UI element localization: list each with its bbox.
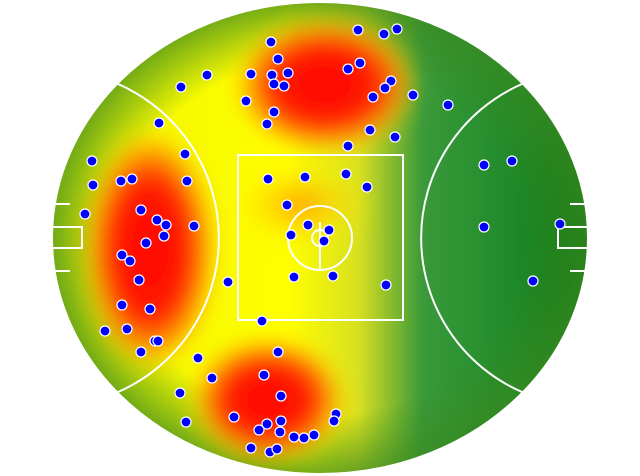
point (340, 168, 352, 180)
arc-50m-left (117, 83, 220, 393)
point (116, 299, 128, 311)
point (298, 432, 310, 444)
point (121, 323, 133, 335)
point (354, 57, 366, 69)
point (206, 372, 218, 384)
point (153, 117, 165, 129)
centre-square (237, 154, 404, 321)
point (245, 442, 257, 454)
point (323, 224, 335, 236)
point (87, 179, 99, 191)
point (175, 81, 187, 93)
point (261, 118, 273, 130)
point (275, 415, 287, 427)
point (378, 28, 390, 40)
point (288, 431, 300, 443)
point (201, 69, 213, 81)
point (506, 155, 518, 167)
point (299, 171, 311, 183)
point (407, 89, 419, 101)
point (288, 271, 300, 283)
point (274, 426, 286, 438)
point (367, 91, 379, 103)
point (144, 303, 156, 315)
point (266, 69, 278, 81)
point (192, 352, 204, 364)
point (527, 275, 539, 287)
point (245, 68, 257, 80)
point (302, 219, 314, 231)
point (265, 36, 277, 48)
point (342, 140, 354, 152)
goal-posts (52, 203, 588, 272)
point (364, 124, 376, 136)
point (391, 23, 403, 35)
point (240, 95, 252, 107)
point (275, 390, 287, 402)
boundary (51, 1, 589, 475)
point (272, 346, 284, 358)
point (152, 335, 164, 347)
point (271, 443, 283, 455)
point (181, 175, 193, 187)
point (86, 155, 98, 167)
point (282, 67, 294, 79)
point (268, 78, 280, 90)
heat-zone (230, 15, 420, 155)
point (115, 175, 127, 187)
point (389, 131, 401, 143)
point (140, 237, 152, 249)
point (379, 82, 391, 94)
point (256, 315, 268, 327)
goal-square-left (52, 226, 83, 249)
point (124, 255, 136, 267)
field-markings (51, 1, 589, 475)
point (352, 24, 364, 36)
point (308, 429, 320, 441)
point (135, 346, 147, 358)
point (318, 235, 330, 247)
point (79, 208, 91, 220)
point (160, 219, 172, 231)
point (262, 173, 274, 185)
point (285, 229, 297, 241)
point (188, 220, 200, 232)
point (258, 369, 270, 381)
heat-zone (80, 125, 220, 375)
point (261, 418, 273, 430)
point (272, 53, 284, 65)
point (222, 276, 234, 288)
point (116, 249, 128, 261)
point (126, 173, 138, 185)
point (361, 181, 373, 193)
point (268, 106, 280, 118)
point (342, 63, 354, 75)
point (133, 274, 145, 286)
point (554, 218, 566, 230)
point (327, 270, 339, 282)
point (228, 411, 240, 423)
point (478, 221, 490, 233)
point (151, 214, 163, 226)
point (478, 159, 490, 171)
point (278, 80, 290, 92)
heat-zone (188, 335, 348, 465)
arc-50m-right (420, 83, 523, 393)
point (328, 415, 340, 427)
point (281, 199, 293, 211)
point (179, 148, 191, 160)
point (99, 325, 111, 337)
point (174, 387, 186, 399)
goal-square-right (557, 226, 588, 249)
point (385, 75, 397, 87)
point (158, 230, 170, 242)
point (253, 424, 265, 436)
point (135, 204, 147, 216)
point (442, 99, 454, 111)
point (380, 279, 392, 291)
point (180, 416, 192, 428)
heat-zone (225, 160, 375, 250)
